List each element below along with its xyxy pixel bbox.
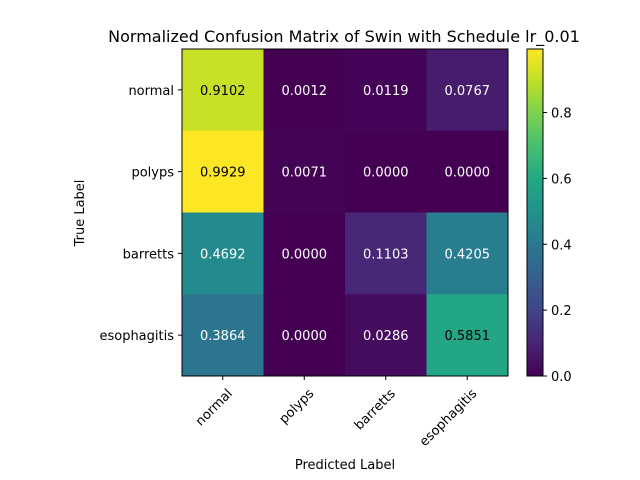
heatmap-cells <box>182 49 509 377</box>
x-tick-label: barretts <box>352 386 399 433</box>
heatmap-cell-labels: 0.9102 0.0012 0.0119 0.0767 0.9929 0.0071 0.00… <box>200 84 490 344</box>
x-tick-label: esophagitis <box>417 386 480 449</box>
colorbar-tick-label: 0.2 <box>551 304 572 319</box>
heatmap-cell <box>182 130 264 213</box>
chart-title: Normalized Confusion Matrix of Swin with… <box>108 27 580 47</box>
cell-value-label: 0.5851 <box>445 329 491 344</box>
x-axis-label: Predicted Label <box>295 458 395 473</box>
cell-value-label: 0.3864 <box>200 329 246 344</box>
cell-value-label: 0.0071 <box>282 166 328 181</box>
colorbar-tick-label: 0.4 <box>551 238 572 253</box>
heatmap-cell <box>263 294 346 377</box>
y-tick-label: barretts <box>123 247 175 262</box>
x-tick-label: normal <box>193 386 236 429</box>
y-tick-label: polyps <box>131 166 174 181</box>
heatmap-cell <box>182 212 264 295</box>
heatmap-cell <box>263 130 346 213</box>
cell-value-label: 0.9929 <box>200 166 246 181</box>
heatmap-cell <box>345 49 427 132</box>
y-axis-label: True Label <box>73 180 88 248</box>
y-tick-label: esophagitis <box>99 329 174 344</box>
heatmap-cell <box>182 49 264 132</box>
cell-value-label: 0.0000 <box>282 329 328 344</box>
colorbar-tick-label: 0.0 <box>551 370 572 385</box>
cell-value-label: 0.0767 <box>445 84 491 99</box>
cell-value-label: 0.4205 <box>445 247 491 262</box>
cell-value-label: 0.0000 <box>363 166 409 181</box>
colorbar-ticks: 0.0 0.2 0.4 0.6 0.8 <box>543 107 572 385</box>
plot-frame <box>181 48 509 377</box>
x-axis-ticks: normal polyps barretts esophagitis <box>193 376 480 450</box>
cell-value-label: 0.0000 <box>445 166 491 181</box>
heatmap-cell <box>345 130 427 213</box>
heatmap-cell <box>182 294 264 377</box>
cell-value-label: 0.0012 <box>282 84 328 99</box>
cell-value-label: 0.0119 <box>363 84 409 99</box>
heatmap-cell <box>345 212 427 295</box>
heatmap-cell <box>263 212 346 295</box>
x-tick-label: polyps <box>277 386 318 427</box>
colorbar-tick-label: 0.8 <box>551 107 572 122</box>
y-axis-ticks: normal polyps barretts esophagitis <box>99 84 182 344</box>
cell-value-label: 0.0286 <box>363 329 409 344</box>
heatmap-cell <box>426 49 509 132</box>
y-tick-label: normal <box>128 84 174 99</box>
heatmap-cell <box>426 294 509 377</box>
heatmap-cell <box>426 212 509 295</box>
heatmap-cell <box>426 130 509 213</box>
cell-value-label: 0.0000 <box>282 247 328 262</box>
cell-value-label: 0.9102 <box>200 84 246 99</box>
cell-value-label: 0.1103 <box>363 247 409 262</box>
heatmap-cell <box>345 294 427 377</box>
colorbar-tick-label: 0.6 <box>551 172 572 187</box>
heatmap-cell <box>263 49 346 132</box>
colorbar <box>526 48 544 377</box>
cell-value-label: 0.4692 <box>200 247 246 262</box>
